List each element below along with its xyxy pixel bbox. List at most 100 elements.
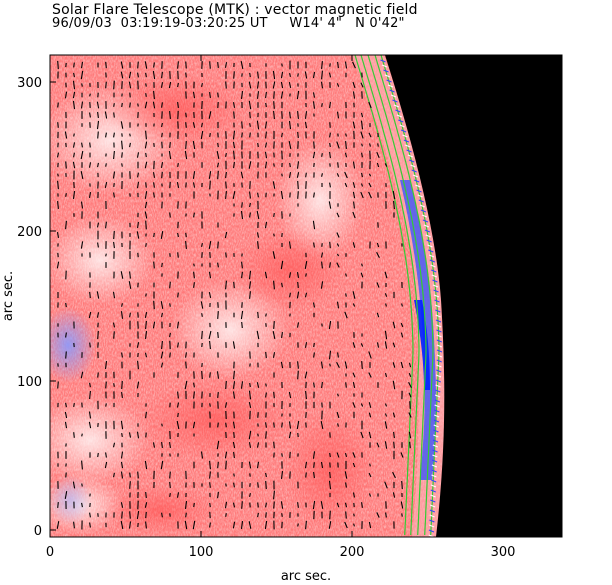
vector-arrow (273, 91, 275, 99)
vector-arrow (80, 101, 84, 109)
vector-arrow (336, 502, 340, 508)
vector-arrow (120, 520, 124, 530)
vector-arrow (128, 81, 132, 89)
vector-arrow (345, 511, 347, 519)
vector-arrow (281, 453, 283, 457)
vector-arrow (217, 332, 219, 338)
vector-arrow (121, 140, 123, 150)
vector-arrow (400, 322, 404, 328)
vector-arrow (112, 442, 116, 448)
vector-arrow (352, 452, 356, 458)
vector-arrow (96, 120, 100, 130)
quiet-region (50, 395, 150, 485)
vector-arrow (209, 460, 211, 470)
vector-arrow (145, 83, 147, 87)
limb-vector-tick (402, 134, 408, 138)
vector-arrow (56, 152, 60, 158)
vector-arrow (152, 321, 156, 329)
quiet-region (170, 280, 290, 380)
vector-arrow (177, 61, 179, 69)
vector-arrow (336, 253, 340, 257)
vector-arrow (177, 232, 179, 238)
vector-arrow (352, 191, 356, 199)
vector-arrow (352, 81, 356, 89)
vector-arrow (288, 421, 292, 429)
vector-arrow (161, 512, 163, 518)
vector-arrow (201, 313, 203, 317)
vector-arrow (161, 262, 163, 268)
vector-arrow (232, 381, 236, 389)
vector-arrow (152, 101, 156, 109)
vector-arrow (65, 193, 67, 197)
vector-arrow (129, 271, 131, 279)
vector-arrow (352, 161, 356, 169)
vector-arrow (312, 500, 316, 510)
vector-arrow (96, 101, 100, 109)
limb-vector-tick (435, 319, 442, 323)
vector-arrow (264, 121, 268, 129)
limb-vector-tick (413, 179, 420, 183)
vector-arrow (144, 352, 148, 358)
vector-arrow (145, 521, 147, 529)
limb-vector-tick (400, 129, 407, 133)
vector-arrow (408, 381, 412, 389)
vector-arrow (65, 402, 67, 408)
limb-vector-tick (403, 139, 410, 143)
vector-arrow (217, 92, 219, 98)
vector-arrow (145, 320, 147, 330)
vector-arrow (265, 313, 267, 317)
vector-arrow (376, 342, 380, 348)
vector-arrow (329, 363, 331, 367)
vector-arrow (225, 380, 227, 390)
vector-arrow (281, 513, 283, 517)
vector-arrow (368, 182, 372, 188)
vector-arrow (257, 71, 259, 79)
vector-arrow (73, 72, 75, 78)
vector-arrow (136, 152, 140, 158)
limb-vector-tick (405, 144, 411, 148)
vector-arrow (336, 83, 340, 87)
vector-arrow (145, 152, 147, 158)
vector-arrow (280, 191, 284, 199)
vector-arrow (313, 471, 315, 479)
vector-arrow (336, 361, 340, 369)
vector-arrow (352, 211, 356, 219)
vector-arrow (105, 253, 107, 257)
vector-arrow (129, 142, 131, 148)
vector-arrow (305, 273, 307, 277)
limb-vector-tick (435, 389, 441, 393)
vector-arrow (120, 271, 124, 279)
vector-arrow (216, 150, 220, 160)
limb-vector-tick (429, 509, 436, 513)
vector-arrow (297, 281, 299, 289)
vector-arrow (392, 321, 396, 329)
vector-arrow (233, 482, 235, 488)
vector-arrow (160, 301, 164, 309)
vector-arrow (312, 220, 316, 230)
vector-arrow (256, 461, 260, 469)
vector-arrow (336, 452, 340, 458)
vector-arrow (337, 352, 339, 358)
vector-arrow (185, 512, 187, 518)
vector-arrow (273, 501, 275, 509)
vector-arrow (328, 521, 332, 529)
strong-field-region (285, 410, 375, 530)
vector-arrow (81, 83, 83, 87)
vector-arrow (161, 122, 163, 128)
vector-arrow (248, 442, 252, 448)
vector-arrow (297, 361, 299, 369)
limb-vector-tick (433, 424, 439, 428)
limb-vector-tick (433, 289, 439, 293)
magnetogram-image (50, 55, 562, 537)
vector-arrow (368, 101, 372, 109)
vector-arrow (184, 501, 188, 509)
limb-contours (354, 55, 443, 537)
vector-arrow (376, 312, 380, 318)
limb-vector-tick (392, 99, 398, 103)
vector-arrow (281, 282, 283, 288)
vector-arrow (297, 370, 299, 380)
vector-arrow (265, 131, 267, 139)
vector-arrow (296, 90, 300, 100)
vector-arrow (352, 402, 356, 408)
vector-arrow (145, 130, 147, 140)
